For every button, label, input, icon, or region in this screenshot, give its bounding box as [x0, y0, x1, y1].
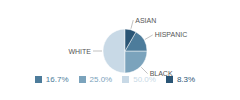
html-text:50.0%: 50.0% — [133, 75, 156, 84]
svg-text:WHITE: WHITE — [68, 48, 91, 55]
svg-text:BLACK: BLACK — [150, 70, 173, 77]
html-text:8.3%: 8.3% — [176, 75, 196, 84]
html-text:25.0%: 25.0% — [89, 75, 113, 84]
svg-text:ASIAN: ASIAN — [135, 17, 156, 24]
svg-text:HISPANIC: HISPANIC — [155, 31, 188, 38]
html-text:16.7%: 16.7% — [45, 75, 69, 84]
